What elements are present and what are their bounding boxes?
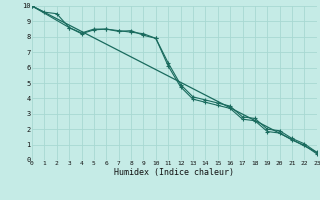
X-axis label: Humidex (Indice chaleur): Humidex (Indice chaleur)	[115, 168, 234, 177]
